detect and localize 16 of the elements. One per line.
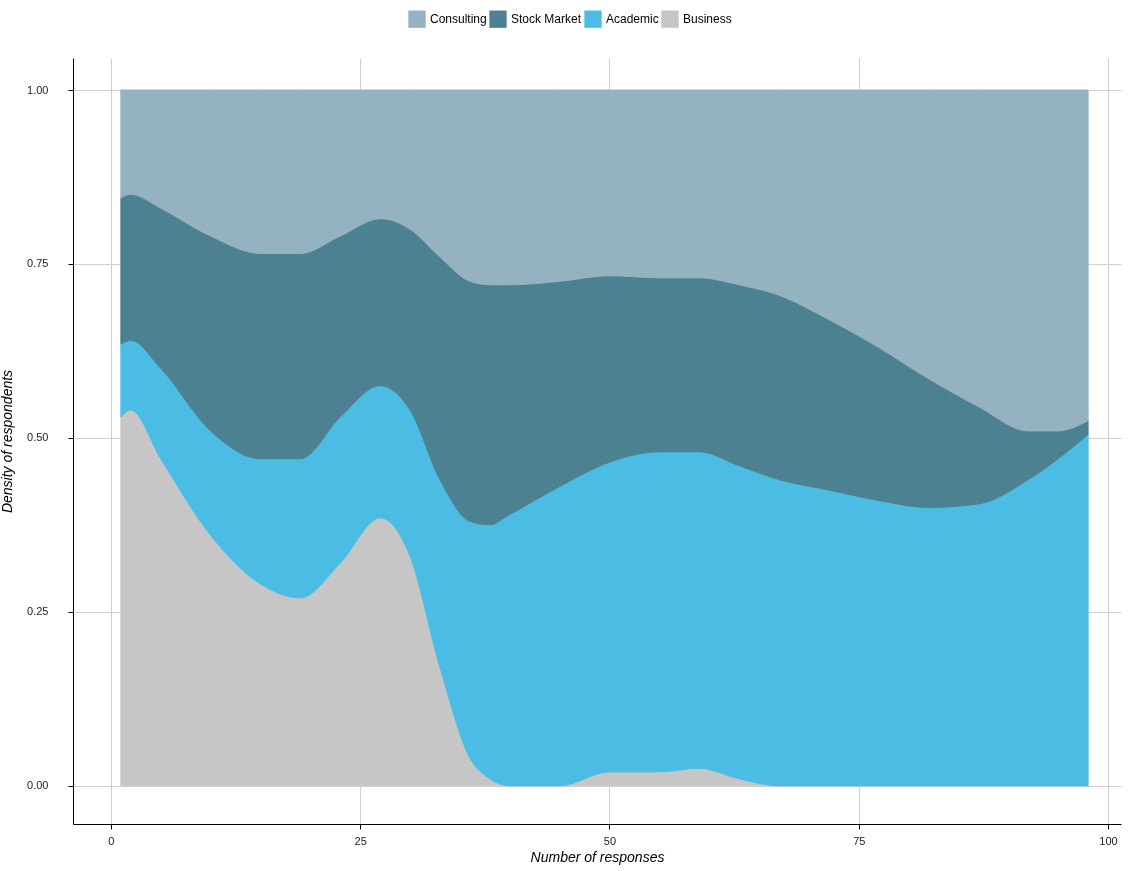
x-axis-title: Number of responses — [530, 848, 665, 865]
legend-label: Consulting — [430, 12, 487, 27]
y-tick-label: 0.75 — [27, 257, 49, 270]
x-tick-label: 50 — [603, 834, 617, 847]
x-tick-label: 75 — [853, 834, 866, 847]
legend-label: Academic — [606, 12, 659, 27]
y-tick-label: 0.25 — [27, 605, 49, 618]
y-axis-title: Density of respondents — [0, 369, 16, 514]
y-tick-label: 0.50 — [27, 431, 49, 444]
y-tick-label: 1.00 — [27, 83, 49, 96]
legend-label: Business — [683, 12, 732, 27]
x-tick-label: 25 — [354, 834, 367, 847]
y-tick-label: 0.00 — [27, 779, 49, 792]
x-tick-label: 0 — [108, 834, 115, 847]
legend-label: Stock Market — [511, 12, 582, 27]
x-tick-label: 100 — [1099, 834, 1118, 847]
